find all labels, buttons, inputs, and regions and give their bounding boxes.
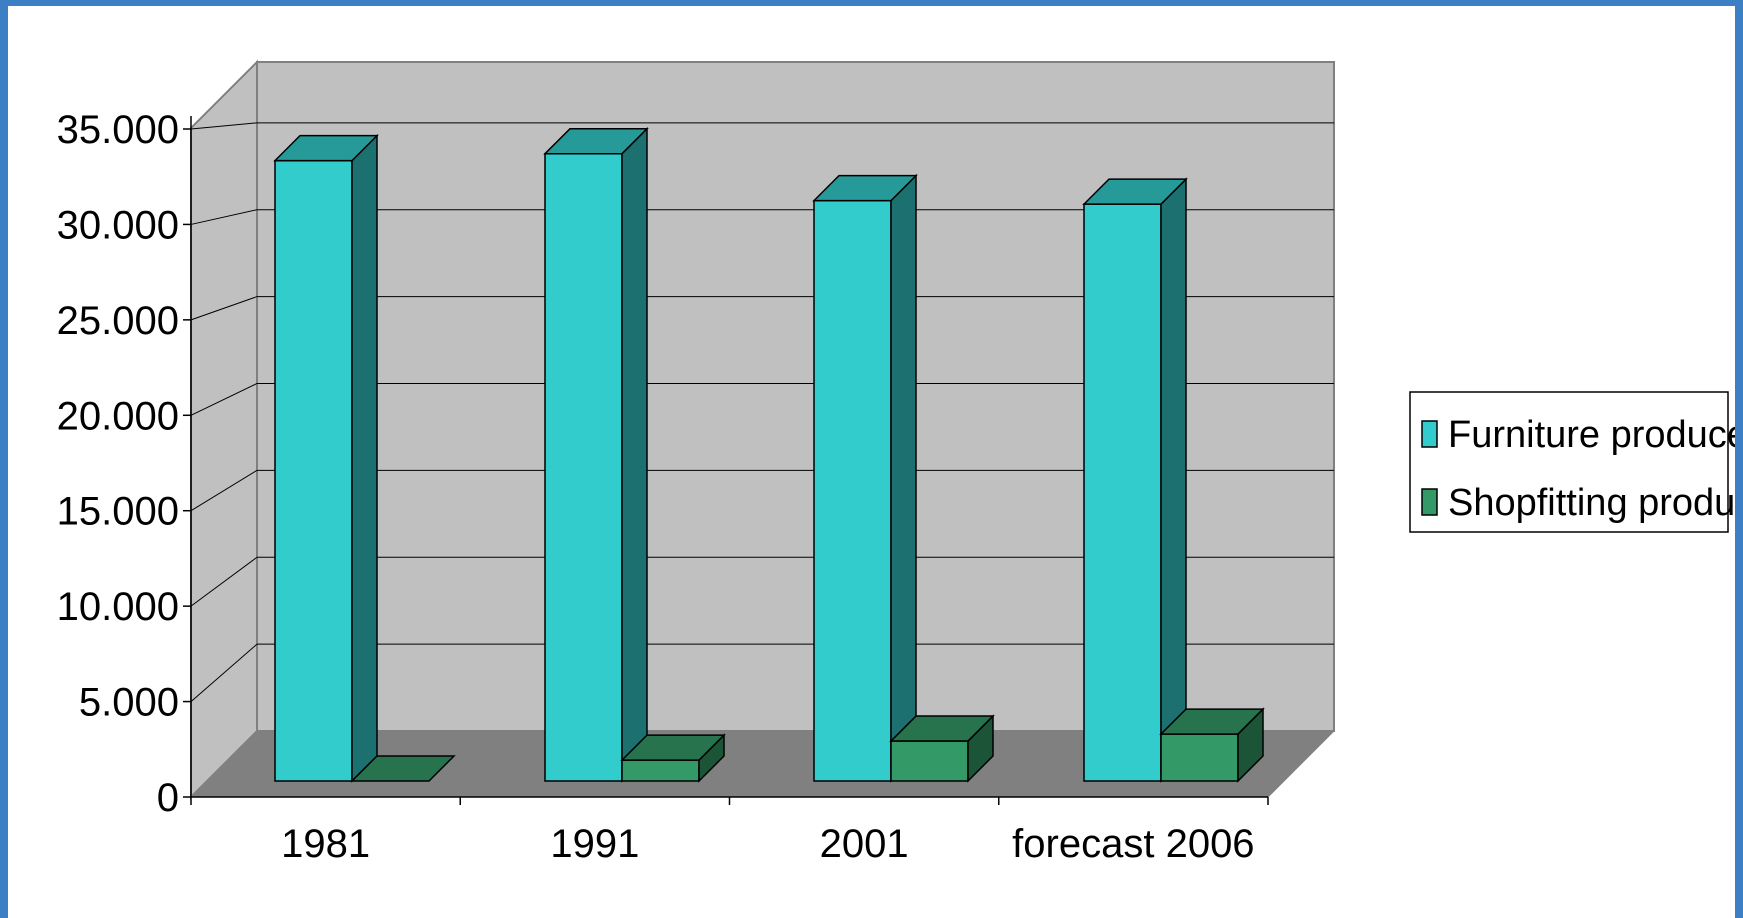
bar-1-2: [889, 714, 995, 783]
y-tick-label: 15.000: [57, 490, 179, 534]
bar-top: [889, 715, 995, 742]
gridline-side: [190, 122, 258, 130]
y-tick-labels: 0 5.000 10.000 15.000 20.000 25.000 30.000 35.0…: [57, 108, 179, 820]
legend-swatch-furniture: [1421, 420, 1438, 448]
bar-top: [543, 127, 649, 155]
bar-side: [1160, 177, 1187, 783]
y-tick-label: 0: [157, 776, 179, 820]
axes: [183, 116, 1269, 805]
chart-walls: [189, 59, 1336, 800]
bar-side: [890, 173, 917, 783]
bar-0-3: [1082, 177, 1188, 783]
bar-side: [351, 133, 378, 783]
bar-0-0: [273, 133, 379, 783]
bar-front: [890, 740, 969, 782]
y-tick-label: 30.000: [57, 203, 179, 247]
bar-top: [1082, 178, 1188, 205]
x-tick-label: 1991: [550, 822, 639, 866]
bar-front: [274, 159, 353, 782]
legend-swatch-shopfitting: [1421, 488, 1438, 516]
gridline-side: [190, 469, 258, 512]
bar-chart-3d: 0 5.000 10.000 15.000 20.000 25.000 30.000 35.0…: [57, 59, 1735, 866]
bar-0-2: [812, 173, 918, 783]
bar-front: [813, 199, 892, 782]
gridline-side: [190, 209, 258, 225]
x-tick-label: forecast 2006: [1012, 822, 1254, 866]
y-tick-label: 5.000: [79, 681, 179, 725]
legend: Furniture producers Shopfitting producer…: [1409, 391, 1735, 533]
x-tick-label: 1981: [281, 822, 370, 866]
bar-top: [1159, 708, 1265, 735]
bar-front: [544, 152, 623, 782]
bar-top: [350, 755, 456, 782]
bar-side: [621, 126, 648, 783]
x-tick-label: 2001: [820, 822, 909, 866]
legend-label-furniture: Furniture producers: [1448, 414, 1735, 456]
y-tick-label: 35.000: [57, 108, 179, 152]
bar-1-3: [1159, 707, 1265, 783]
y-tick-label: 20.000: [57, 394, 179, 438]
chart-frame: 0 5.000 10.000 15.000 20.000 25.000 30.000 35.0…: [8, 6, 1735, 918]
gridline-side: [190, 296, 258, 321]
bar-top: [620, 734, 726, 761]
gridline-side: [190, 643, 258, 702]
side-wall: [190, 59, 258, 800]
x-tick-labels: 1981 1991 2001 forecast 2006: [281, 822, 1254, 866]
bar-top: [812, 174, 918, 202]
bar-front: [1083, 203, 1162, 782]
bar-1-0: [350, 755, 456, 782]
bar-0-1: [543, 126, 649, 783]
legend-label-shopfitting: Shopfitting producers: [1448, 482, 1735, 524]
bar-1-1: [620, 733, 726, 783]
bar-top: [273, 134, 379, 162]
y-tick-label: 25.000: [57, 299, 179, 343]
bars: [273, 126, 1265, 783]
gridline-side: [190, 556, 258, 607]
y-tick-label: 10.000: [57, 585, 179, 629]
bar-front: [621, 759, 700, 782]
legend-box: [1409, 391, 1729, 533]
bar-front: [1160, 733, 1239, 782]
gridline-side: [190, 383, 258, 416]
